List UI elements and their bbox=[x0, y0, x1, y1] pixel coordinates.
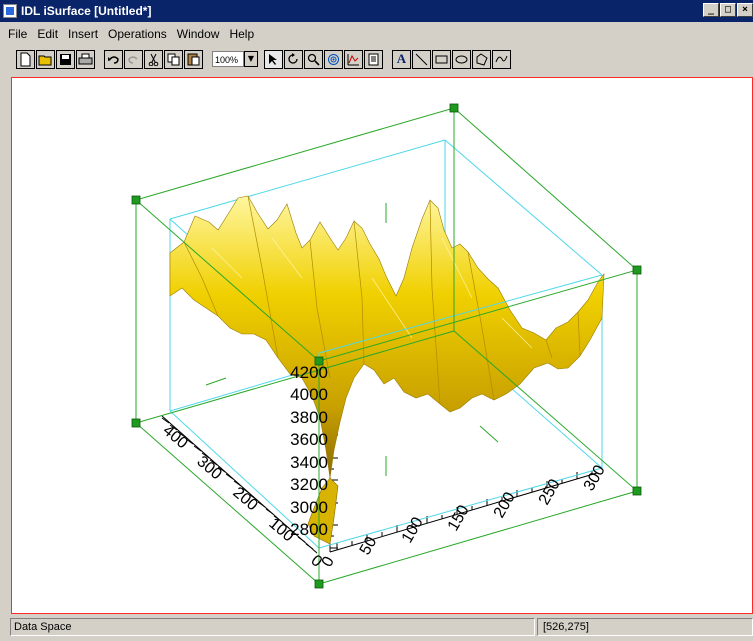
rotate-tool-button[interactable] bbox=[284, 49, 303, 69]
axis-ticks bbox=[161, 356, 598, 554]
rectangle-tool-button[interactable] bbox=[432, 49, 451, 69]
polygon-tool-button[interactable] bbox=[472, 49, 491, 69]
printer-icon bbox=[78, 53, 93, 64]
surface-plot[interactable]: 4200 4000 3800 3600 3400 3200 3000 2800 … bbox=[12, 78, 752, 613]
new-file-icon bbox=[20, 52, 31, 66]
menu-window[interactable]: Window bbox=[176, 26, 220, 41]
z-tick-label: 3400 bbox=[290, 453, 328, 472]
text-tool-button[interactable]: A bbox=[392, 49, 411, 69]
status-bar: Data Space [526,275] bbox=[0, 615, 753, 641]
zoom-select[interactable]: 100% ▼ bbox=[212, 50, 258, 68]
undo-button[interactable] bbox=[104, 49, 123, 69]
x-tick-label: 200 bbox=[491, 489, 519, 521]
x-tick-label: 50 bbox=[357, 534, 381, 558]
center-markers bbox=[205, 203, 499, 476]
save-button[interactable] bbox=[56, 49, 75, 69]
table-icon bbox=[368, 53, 379, 65]
undo-icon bbox=[108, 55, 119, 64]
select-tool-button[interactable] bbox=[264, 49, 283, 69]
selection-handles[interactable] bbox=[131, 103, 642, 589]
z-axis-labels: 4200 4000 3800 3600 3400 3200 3000 2800 bbox=[290, 363, 328, 539]
oval-icon bbox=[455, 55, 468, 63]
window-controls: _ □ × bbox=[703, 3, 753, 17]
line-profile-button[interactable] bbox=[344, 49, 363, 69]
cursor-position: [526,275] bbox=[537, 618, 753, 636]
maximize-button[interactable]: □ bbox=[720, 3, 736, 17]
freehand-icon bbox=[495, 55, 508, 62]
z-tick-label: 4000 bbox=[290, 385, 328, 404]
plot-canvas[interactable]: 4200 4000 3800 3600 3400 3200 3000 2800 … bbox=[11, 77, 753, 614]
window-title: IDL iSurface [Untitled*] bbox=[21, 4, 152, 18]
x-tick-label: 150 bbox=[445, 502, 473, 534]
rotate-icon bbox=[288, 52, 298, 64]
redo-button[interactable] bbox=[124, 49, 143, 69]
menu-operations[interactable]: Operations bbox=[108, 26, 167, 41]
target-icon bbox=[328, 53, 339, 65]
print-button[interactable] bbox=[76, 49, 95, 69]
clipboard-icon bbox=[187, 53, 200, 66]
z-tick-label: 3800 bbox=[290, 408, 328, 427]
magnifier-icon bbox=[307, 53, 320, 66]
zoom-value: 100% bbox=[212, 51, 244, 67]
x-tick-label: 300 bbox=[581, 462, 609, 494]
close-button[interactable]: × bbox=[737, 3, 753, 17]
copy-icon bbox=[167, 53, 180, 65]
status-text: Data Space bbox=[10, 618, 535, 636]
freehand-tool-button[interactable] bbox=[492, 49, 511, 69]
folder-open-icon bbox=[38, 55, 52, 65]
app-icon bbox=[3, 4, 17, 18]
polygon-icon bbox=[476, 52, 488, 66]
line-profile-icon bbox=[347, 53, 359, 65]
oval-tool-button[interactable] bbox=[452, 49, 471, 69]
chevron-down-icon[interactable]: ▼ bbox=[244, 51, 258, 67]
data-table-button[interactable] bbox=[364, 49, 383, 69]
cut-button[interactable] bbox=[144, 49, 163, 69]
open-button[interactable] bbox=[36, 49, 55, 69]
x-tick-label: 250 bbox=[536, 476, 564, 508]
line-icon bbox=[415, 53, 428, 65]
scissors-icon bbox=[148, 53, 159, 66]
z-tick-label: 3600 bbox=[290, 430, 328, 449]
text-a-icon: A bbox=[396, 51, 407, 66]
menu-help[interactable]: Help bbox=[229, 26, 255, 41]
menu-file[interactable]: File bbox=[8, 26, 28, 41]
menu-insert[interactable]: Insert bbox=[68, 26, 99, 41]
z-tick-label: 4200 bbox=[290, 363, 328, 382]
surface-mesh bbox=[169, 195, 605, 545]
copy-button[interactable] bbox=[164, 49, 183, 69]
toolbar: 100% ▼ A bbox=[0, 46, 753, 72]
redo-icon bbox=[128, 55, 138, 64]
z-tick-label: 3200 bbox=[290, 475, 328, 494]
z-tick-label: 3000 bbox=[290, 498, 328, 517]
rectangle-icon bbox=[435, 55, 448, 63]
outer-box-back bbox=[135, 107, 638, 585]
title-bar: IDL iSurface [Untitled*] _ □ × bbox=[0, 0, 753, 22]
z-tick-label: 2800 bbox=[290, 520, 328, 539]
arrow-pointer-icon bbox=[269, 53, 277, 65]
new-file-button[interactable] bbox=[16, 49, 35, 69]
paste-button[interactable] bbox=[184, 49, 203, 69]
menu-edit[interactable]: Edit bbox=[37, 26, 59, 41]
zoom-tool-button[interactable] bbox=[304, 49, 323, 69]
menu-bar: File Edit Insert Operations Window Help bbox=[0, 24, 753, 43]
line-tool-button[interactable] bbox=[412, 49, 431, 69]
floppy-disk-icon bbox=[60, 53, 71, 65]
outer-box-front bbox=[135, 108, 638, 585]
view-pan-button[interactable] bbox=[324, 49, 343, 69]
minimize-button[interactable]: _ bbox=[703, 3, 719, 17]
